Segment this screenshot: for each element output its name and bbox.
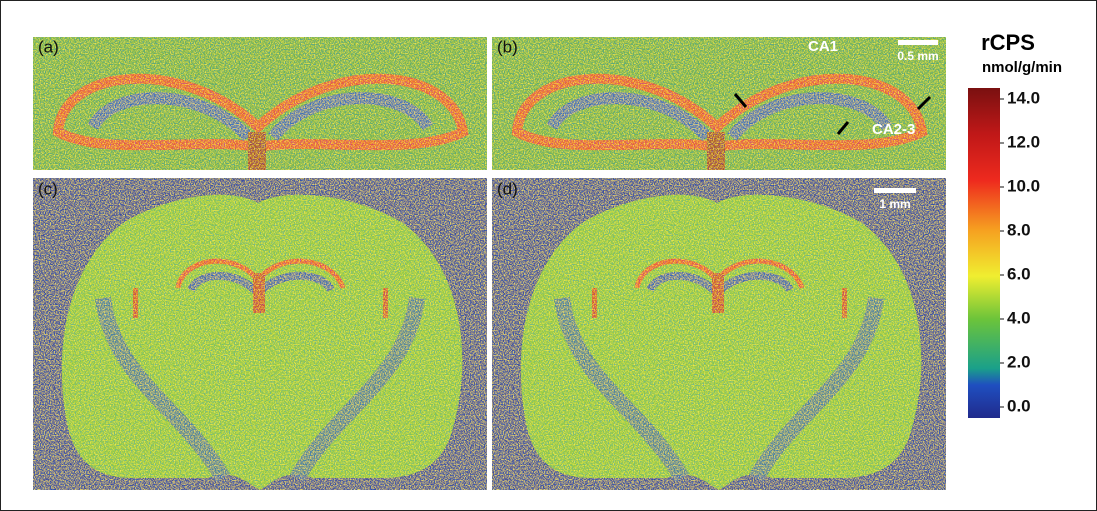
scale-bar xyxy=(898,40,938,45)
image-c xyxy=(33,178,487,490)
scale-label: 1 mm xyxy=(879,197,910,211)
panel-label: (d) xyxy=(497,179,518,198)
tick-label: 2.0 xyxy=(1007,352,1031,371)
colorbar xyxy=(968,88,1000,418)
colorbar-unit: nmol/g/min xyxy=(982,59,1062,76)
tick-label: 12.0 xyxy=(1007,132,1040,151)
panel-label: (a) xyxy=(38,37,59,56)
annotation: CA1 xyxy=(808,38,838,55)
tick-label: 14.0 xyxy=(1007,88,1040,107)
figure: (a) (b) (c) (d) CA1 CA2-3 0.5 mm 1 mm rC… xyxy=(0,0,1097,511)
image-d xyxy=(492,178,946,490)
scale-label: 0.5 mm xyxy=(897,49,938,63)
tick-label: 6.0 xyxy=(1007,264,1031,283)
image-b xyxy=(492,37,946,170)
panel-label: (b) xyxy=(497,37,518,56)
colorbar-title: rCPS xyxy=(981,30,1035,55)
image-a xyxy=(33,37,487,170)
tick-label: 10.0 xyxy=(1007,176,1040,195)
panel-label: (c) xyxy=(38,179,58,198)
annotation: CA2-3 xyxy=(872,121,915,138)
scale-bar xyxy=(874,188,916,193)
tick-label: 4.0 xyxy=(1007,308,1031,327)
tick-label: 8.0 xyxy=(1007,220,1031,239)
tick-label: 0.0 xyxy=(1007,396,1031,415)
